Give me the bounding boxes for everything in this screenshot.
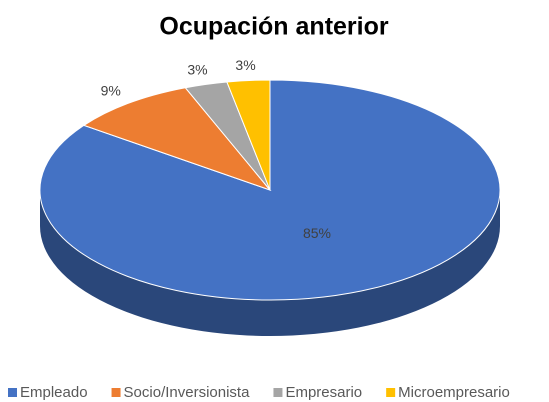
legend-label: Empresario: [285, 384, 362, 401]
legend-label: Socio/Inversionista: [124, 384, 251, 401]
slice: [226, 79, 271, 191]
data-label: 3%: [187, 61, 207, 77]
slice: [82, 87, 272, 192]
data-label: 85%: [303, 225, 331, 241]
legend-swatch: [386, 388, 396, 397]
legend-swatch: [273, 388, 283, 397]
data-label: 3%: [235, 57, 255, 73]
chart-title: Ocupación anterior: [159, 13, 388, 41]
legend-label: Microempresario: [398, 384, 510, 401]
legend-swatch: [111, 388, 121, 397]
legend-label: Empleado: [20, 384, 88, 401]
slice-side: [40, 190, 500, 336]
legend-swatch: [8, 388, 17, 397]
data-label: 9%: [101, 82, 121, 98]
